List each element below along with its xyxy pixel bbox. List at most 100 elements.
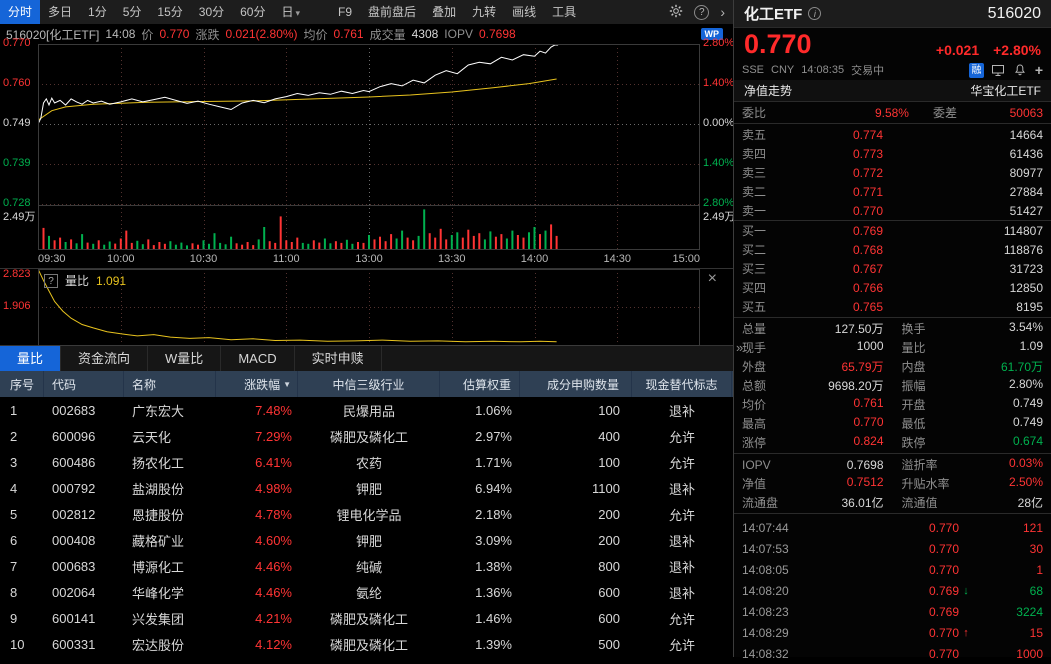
toolbar-action-nine-turn[interactable]: 九转	[472, 5, 497, 19]
toolbar-tab-5min[interactable]: 5分	[122, 5, 142, 19]
toolbar-tab-1min[interactable]: 1分	[88, 5, 107, 19]
stat-pair: 最低 0.749	[902, 415, 1044, 432]
column-header-name[interactable]: 名称	[124, 371, 216, 397]
indicator-tab-fund-flow[interactable]: 资金流向	[61, 346, 149, 371]
sort-desc-icon: ▼	[283, 379, 291, 389]
help-icon[interactable]: ?	[44, 273, 58, 288]
chart-window-icon[interactable]	[991, 63, 1006, 78]
stat-value: 1.09	[1019, 339, 1043, 353]
toolbar-tab-15min[interactable]: 15分	[157, 5, 183, 19]
nav-trend-tab[interactable]: 净值走势	[744, 84, 793, 98]
wp-badge[interactable]: WP	[700, 28, 723, 40]
bid-row[interactable]: 买三 0.767 31723	[734, 259, 1051, 278]
close-icon[interactable]: ×	[707, 270, 717, 287]
iopv-stats: IOPV 0.7698 溢折率 0.03% 净值 0.7512 升贴水率 2.50% 流通盘 36…	[734, 454, 1051, 514]
stat-row: 现手 1000 量比 1.09	[734, 338, 1051, 357]
info-icon[interactable]: i	[808, 7, 822, 20]
column-header-index[interactable]: 序号	[0, 371, 44, 397]
chevron-down-icon: ▾	[295, 8, 301, 18]
toolbar-action-tools[interactable]: 工具	[552, 5, 577, 19]
cell-idx: 10	[10, 636, 25, 652]
intraday-chart[interactable]: 0.770 0.760 0.749 0.739 0.728 2.80% 1.40% 0.00%…	[0, 37, 735, 250]
toolbar-action-pre-post-market[interactable]: 盘前盘后	[368, 5, 417, 19]
bid-row[interactable]: 买五 0.765 8195	[734, 297, 1051, 316]
expand-icon[interactable]: »	[736, 340, 744, 355]
cell-weight: 1.06%	[475, 402, 512, 418]
cell-flag: 允许	[668, 507, 695, 523]
stat-pair: 总量 127.50万	[742, 320, 884, 337]
table-row[interactable]: 9 600141 兴发集团 4.21% 磷肥及磷化工 1.46% 600 允许	[0, 605, 733, 631]
stat-pair: 振幅 2.80%	[902, 377, 1044, 394]
volume-label: 成交量	[369, 27, 406, 42]
last-price: 0.770	[744, 29, 812, 59]
help-icon[interactable]: ?	[694, 4, 710, 20]
bid-price: 0.768	[852, 242, 883, 257]
bell-icon[interactable]	[1013, 63, 1028, 78]
indicator-tab-realtime-creation[interactable]: 实时申赎	[295, 346, 382, 371]
arrow-up-icon: ↑	[963, 626, 969, 639]
toolbar-tab-60min[interactable]: 60分	[240, 5, 266, 19]
toolbar-tab-daily[interactable]: 日 ▾	[281, 5, 301, 19]
toolbar-tab-timeshare[interactable]: 分时	[0, 0, 41, 24]
stat-value: 65.79万	[841, 360, 884, 374]
table-row[interactable]: 5 002812 恩捷股份 4.78% 锂电化学品 2.18% 200 允许	[0, 501, 733, 527]
column-header-change-pct[interactable]: 涨跌幅 ▼	[216, 371, 298, 397]
toolbar-tab-30min[interactable]: 30分	[198, 5, 225, 19]
order-book: 卖五 0.774 14664 卖四 0.773 61436 卖三 0.772 80977 卖二 0.…	[734, 124, 1051, 318]
ask-label: 卖四	[742, 147, 767, 161]
table-row[interactable]: 6 000408 藏格矿业 4.60% 钾肥 3.09% 200 退补	[0, 527, 733, 553]
table-row[interactable]: 7 000683 博源化工 4.46% 纯碱 1.38% 800 退补	[0, 553, 733, 579]
change-label: 涨跌	[195, 27, 220, 42]
cell-weight: 1.71%	[475, 454, 512, 470]
subchart-value: 1.091	[96, 273, 127, 288]
cell-idx: 9	[10, 610, 18, 626]
column-header-creation-qty[interactable]: 成分申购数量	[520, 371, 632, 397]
column-header-cash-flag[interactable]: 现金替代标志	[632, 371, 732, 397]
ask-row[interactable]: 卖二 0.771 27884	[734, 182, 1051, 201]
toolbar-action-f9[interactable]: F9	[338, 5, 353, 19]
gear-icon[interactable]	[669, 4, 683, 21]
table-row[interactable]: 10 600331 宏达股份 4.12% 磷肥及磷化工 1.39% 500 允许	[0, 631, 733, 657]
toolbar-action-draw-line[interactable]: 画线	[512, 5, 537, 19]
ask-row[interactable]: 卖一 0.770 51427	[734, 201, 1051, 220]
price-change-pct: +2.80%	[993, 42, 1041, 58]
tick-time: 14:08:32	[742, 646, 789, 661]
chevron-right-icon[interactable]: ›	[720, 4, 725, 20]
cell-qty: 200	[598, 532, 620, 548]
ask-row[interactable]: 卖三 0.772 80977	[734, 163, 1051, 182]
indicator-tab-w-liangbi[interactable]: W量比	[148, 346, 222, 371]
indicator-tab-macd[interactable]: MACD	[221, 346, 295, 371]
stat-pair: 换手 3.54%	[902, 320, 1044, 337]
table-row[interactable]: 2 600096 云天化 7.29% 磷肥及磷化工 2.97% 400 允许	[0, 423, 733, 449]
column-header-est-weight[interactable]: 估算权重	[440, 371, 520, 397]
bid-row[interactable]: 买四 0.766 12850	[734, 278, 1051, 297]
cell-idx: 1	[10, 402, 18, 418]
instrument-name: 化工ETF	[744, 6, 803, 23]
bid-row[interactable]: 买二 0.768 118876	[734, 240, 1051, 259]
ask-row[interactable]: 卖四 0.773 61436	[734, 144, 1051, 163]
toolbar-action-overlay[interactable]: 叠加	[432, 5, 457, 19]
liangbi-subchart[interactable]: ? 量比 1.091 × 2.823 1.906	[0, 268, 733, 346]
column-header-industry[interactable]: 中信三级行业	[298, 371, 440, 397]
ask-row[interactable]: 卖五 0.774 14664	[734, 125, 1051, 144]
bid-volume: 118876	[1003, 242, 1043, 257]
add-icon[interactable]: +	[1034, 61, 1043, 78]
table-row[interactable]: 1 002683 广东宏大 7.48% 民爆用品 1.06% 100 退补	[0, 397, 733, 423]
indicator-tab-liangbi[interactable]: 量比	[0, 346, 62, 371]
table-row[interactable]: 4 000792 盐湖股份 4.98% 钾肥 6.94% 1100 退补	[0, 475, 733, 501]
margin-badge[interactable]: 融	[968, 62, 984, 78]
toolbar-tab-multiday[interactable]: 多日	[48, 5, 73, 19]
price-value: 0.770	[159, 27, 190, 41]
column-header-code[interactable]: 代码	[44, 371, 124, 397]
table-row[interactable]: 3 600486 扬农化工 6.41% 农药 1.71% 100 允许	[0, 449, 733, 475]
y-axis-label-right: 2.80%	[703, 37, 735, 49]
cell-weight: 2.97%	[475, 428, 512, 444]
ask-volume: 80977	[1009, 165, 1043, 180]
table-row[interactable]: 8 002064 华峰化学 4.46% 氨纶 1.36% 600 退补	[0, 579, 733, 605]
cell-pct: 4.46%	[255, 584, 292, 600]
cell-weight: 6.94%	[475, 480, 512, 496]
bid-row[interactable]: 买一 0.769 114807	[734, 221, 1051, 240]
cell-industry: 磷肥及磷化工	[329, 637, 408, 653]
time-label: 09:30	[38, 253, 66, 265]
